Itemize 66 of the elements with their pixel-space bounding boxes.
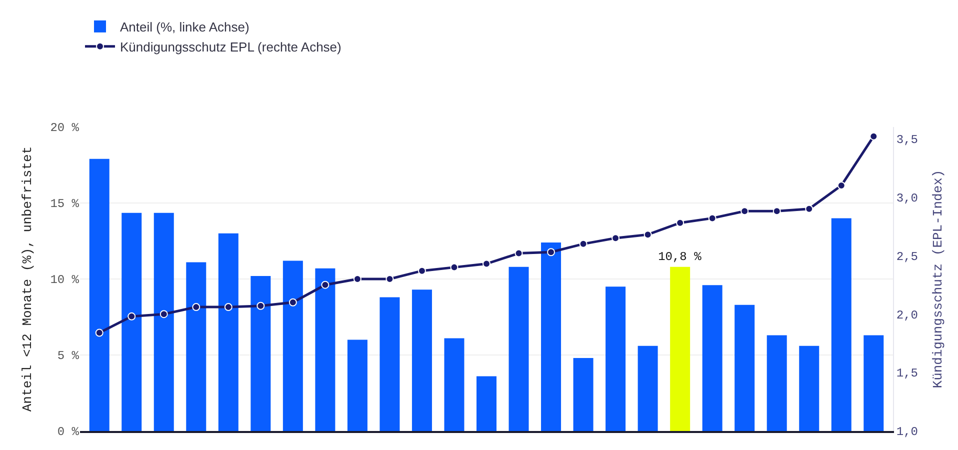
bar xyxy=(154,212,174,431)
point xyxy=(386,275,394,283)
bar xyxy=(89,158,110,431)
bar xyxy=(250,276,271,431)
legend-label: Kündigungsschutz EPL (rechte Achse) xyxy=(120,39,342,54)
point xyxy=(224,303,232,312)
point xyxy=(837,181,846,190)
data-label: 10,8 % xyxy=(658,250,702,264)
point xyxy=(418,266,426,275)
bar xyxy=(541,242,562,431)
bar xyxy=(864,335,884,431)
bar xyxy=(186,262,206,431)
point xyxy=(579,240,588,248)
y2-tick-label: 2,0 xyxy=(896,308,918,322)
point xyxy=(450,263,458,272)
legend-label: Anteil (%, linke Achse) xyxy=(120,20,250,34)
bar xyxy=(347,340,368,431)
point xyxy=(160,310,168,318)
point xyxy=(321,280,330,289)
point xyxy=(482,260,490,268)
bar xyxy=(412,290,432,431)
point xyxy=(676,218,684,227)
point xyxy=(95,328,104,337)
point xyxy=(644,230,652,239)
bar xyxy=(444,338,464,431)
y-tick-label: 10 % xyxy=(50,273,80,288)
bar xyxy=(282,260,303,431)
point xyxy=(805,204,814,213)
y2-axis-title: Kündigungsschutz (EPL-Index) xyxy=(930,170,946,388)
y-axis-title: Anteil <12 Monate (%), unbefristet xyxy=(20,146,36,412)
point xyxy=(870,132,878,140)
bar xyxy=(476,376,496,431)
y2-tick-label: 3,5 xyxy=(896,132,918,147)
point xyxy=(192,303,200,312)
point xyxy=(353,275,362,283)
bar xyxy=(606,286,626,431)
y-tick-label: 20 % xyxy=(50,121,80,136)
bar xyxy=(573,358,594,431)
bar xyxy=(670,266,690,431)
point xyxy=(514,249,523,258)
bar xyxy=(508,266,529,431)
point xyxy=(256,302,265,310)
bar xyxy=(766,335,787,431)
y2-tick-label: 1,5 xyxy=(896,366,918,381)
point xyxy=(288,298,297,306)
y2-tick-label: 1,0 xyxy=(896,425,918,440)
bar xyxy=(122,212,142,431)
point xyxy=(547,248,556,256)
point xyxy=(740,207,749,216)
point xyxy=(612,234,620,242)
point xyxy=(708,214,716,222)
bar xyxy=(218,233,238,431)
bar xyxy=(799,346,820,431)
point xyxy=(128,312,136,320)
bar xyxy=(638,346,658,431)
bar xyxy=(734,304,755,431)
bar xyxy=(831,218,852,431)
y-tick-label: 0 % xyxy=(57,425,80,440)
bar xyxy=(315,268,336,431)
y-tick-label: 5 % xyxy=(57,349,80,364)
bar xyxy=(380,297,400,431)
y2-tick-label: 2,5 xyxy=(896,250,918,264)
point xyxy=(772,207,781,216)
bar xyxy=(702,285,722,431)
y2-tick-label: 3,0 xyxy=(896,191,918,206)
y-tick-label: 15 % xyxy=(50,197,80,212)
